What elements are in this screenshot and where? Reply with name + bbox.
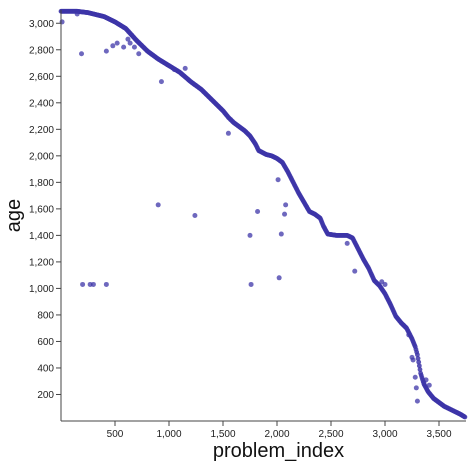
x-axis-title: problem_index bbox=[213, 440, 344, 462]
data-point bbox=[415, 356, 421, 361]
x-tick-label: 2,000 bbox=[264, 429, 289, 440]
outlier-point bbox=[255, 209, 261, 215]
outlier-point bbox=[412, 374, 418, 380]
data-point bbox=[416, 363, 422, 369]
y-tick-label: 1,200 bbox=[29, 257, 54, 268]
y-tick-label: 2,400 bbox=[29, 98, 54, 109]
outlier-point bbox=[80, 281, 86, 287]
y-tick-label: 3,000 bbox=[29, 19, 54, 30]
x-tick-label: 500 bbox=[107, 429, 124, 440]
outlier-point bbox=[413, 385, 419, 391]
y-tick-label: 1,800 bbox=[29, 178, 54, 189]
x-tick-label: 2,500 bbox=[318, 429, 343, 440]
outlier-point bbox=[426, 382, 432, 388]
outlier-point bbox=[155, 202, 161, 208]
y-tick-label: 2,200 bbox=[29, 125, 54, 136]
outlier-point bbox=[103, 281, 109, 287]
outlier-point bbox=[110, 43, 116, 49]
outlier-point bbox=[158, 79, 164, 85]
outlier-point bbox=[283, 202, 289, 208]
outlier-point bbox=[248, 281, 254, 287]
outlier-point bbox=[103, 48, 109, 54]
outlier-point bbox=[74, 11, 80, 17]
outlier-point bbox=[90, 281, 96, 287]
outlier-point bbox=[131, 44, 137, 50]
outlier-point bbox=[282, 211, 288, 217]
outlier-point bbox=[382, 281, 388, 287]
x-tick-label: 1,000 bbox=[156, 429, 181, 440]
y-axis-ticks: 200 400 600 800 1,000 1,200 1,400 1,600 1,800 2,0… bbox=[29, 19, 61, 401]
data-point bbox=[415, 352, 420, 358]
data-points bbox=[58, 8, 468, 420]
outlier-point bbox=[125, 36, 131, 42]
outlier-point bbox=[192, 213, 198, 218]
outlier-point bbox=[182, 65, 188, 71]
x-axis-ticks: 500 1,000 1,500 2,000 2,500 3,000 3,500 bbox=[107, 421, 452, 440]
y-tick-label: 800 bbox=[37, 310, 54, 321]
outlier-point bbox=[414, 398, 420, 404]
y-tick-label: 600 bbox=[37, 337, 54, 348]
outlier-point bbox=[276, 275, 282, 281]
y-tick-label: 2,800 bbox=[29, 45, 54, 56]
data-point bbox=[417, 367, 423, 372]
outlier-point bbox=[127, 40, 133, 46]
outlier-point bbox=[121, 44, 127, 50]
y-axis-title: age bbox=[3, 199, 25, 232]
y-tick-label: 1,000 bbox=[29, 284, 54, 295]
outlier-point bbox=[410, 357, 416, 363]
outlier-point bbox=[247, 232, 253, 238]
outlier-point bbox=[423, 377, 429, 383]
outlier-point bbox=[136, 51, 142, 57]
outlier-point bbox=[171, 67, 177, 73]
data-point bbox=[462, 414, 468, 420]
x-tick-label: 1,500 bbox=[210, 429, 235, 440]
x-tick-label: 3,000 bbox=[372, 429, 397, 440]
y-tick-label: 2,000 bbox=[29, 151, 54, 162]
x-tick-label: 3,500 bbox=[426, 429, 451, 440]
outlier-point bbox=[225, 130, 231, 136]
outlier-point bbox=[114, 40, 120, 46]
outlier-point bbox=[406, 332, 412, 338]
data-point bbox=[416, 359, 422, 365]
y-tick-label: 2,600 bbox=[29, 72, 54, 83]
outlier-point bbox=[275, 177, 281, 183]
y-tick-label: 1,400 bbox=[29, 231, 54, 242]
y-tick-label: 1,600 bbox=[29, 204, 54, 215]
outlier-point bbox=[278, 231, 284, 237]
y-tick-label: 400 bbox=[37, 363, 54, 374]
outlier-point bbox=[352, 268, 358, 274]
y-tick-label: 200 bbox=[37, 390, 54, 401]
outlier-point bbox=[79, 51, 85, 57]
outlier-point bbox=[344, 240, 350, 246]
